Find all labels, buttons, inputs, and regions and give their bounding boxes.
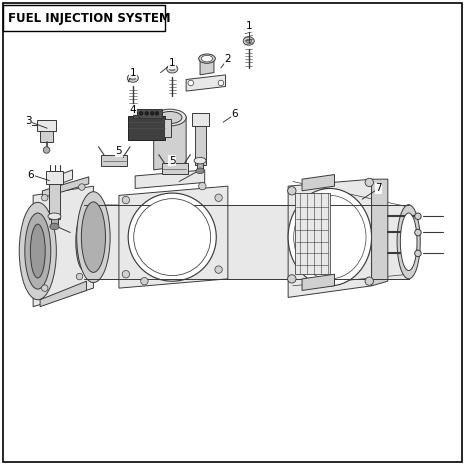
Ellipse shape [218, 80, 224, 86]
Ellipse shape [48, 213, 61, 219]
Ellipse shape [76, 213, 93, 271]
Ellipse shape [365, 277, 373, 286]
Polygon shape [186, 75, 226, 91]
Ellipse shape [288, 188, 372, 286]
Ellipse shape [415, 229, 421, 236]
Polygon shape [302, 174, 334, 191]
Text: 5: 5 [169, 156, 176, 166]
Ellipse shape [151, 112, 154, 115]
Ellipse shape [415, 250, 421, 257]
Text: 1: 1 [246, 21, 252, 31]
Ellipse shape [169, 67, 175, 71]
Ellipse shape [243, 37, 254, 45]
Ellipse shape [199, 54, 215, 63]
Bar [3, 5, 165, 31]
Bar [197, 163, 203, 170]
Bar [40, 120, 53, 142]
Text: 6: 6 [27, 170, 34, 179]
Text: 4: 4 [130, 105, 136, 115]
Ellipse shape [288, 275, 296, 283]
Ellipse shape [25, 213, 51, 289]
Ellipse shape [41, 194, 48, 201]
Bar [161, 163, 187, 174]
Ellipse shape [43, 147, 50, 153]
Polygon shape [33, 186, 93, 307]
Ellipse shape [50, 223, 59, 230]
Ellipse shape [415, 213, 421, 219]
Ellipse shape [77, 192, 110, 283]
Text: 7: 7 [375, 184, 382, 193]
Ellipse shape [201, 55, 213, 62]
Bar [195, 124, 206, 165]
Bar [128, 116, 165, 140]
Bar [84, 205, 409, 279]
Text: FUEL INJECTION SYSTEM: FUEL INJECTION SYSTEM [7, 12, 170, 25]
Bar [46, 171, 63, 184]
Ellipse shape [294, 195, 366, 279]
Ellipse shape [41, 285, 48, 292]
Ellipse shape [215, 266, 222, 273]
Ellipse shape [246, 39, 252, 43]
Bar [49, 181, 60, 219]
Bar [51, 217, 58, 226]
Bar [101, 155, 127, 166]
Ellipse shape [19, 202, 56, 300]
Ellipse shape [134, 199, 211, 276]
Polygon shape [288, 179, 372, 298]
Ellipse shape [73, 205, 96, 279]
Ellipse shape [79, 184, 85, 190]
Ellipse shape [81, 202, 106, 272]
Ellipse shape [166, 65, 178, 73]
Bar [192, 113, 209, 126]
Ellipse shape [155, 112, 159, 115]
Polygon shape [42, 177, 89, 198]
Polygon shape [40, 281, 86, 307]
Ellipse shape [196, 168, 204, 173]
Ellipse shape [145, 112, 149, 115]
Ellipse shape [140, 112, 143, 115]
Bar [37, 120, 56, 131]
Bar [164, 119, 171, 138]
Text: 3: 3 [25, 116, 32, 126]
Ellipse shape [199, 182, 206, 190]
Polygon shape [135, 170, 205, 188]
Text: 2: 2 [225, 53, 231, 64]
Polygon shape [119, 186, 228, 288]
Ellipse shape [288, 186, 296, 195]
Ellipse shape [76, 273, 83, 280]
Ellipse shape [141, 278, 148, 285]
Ellipse shape [158, 112, 182, 124]
Polygon shape [54, 170, 73, 186]
Text: 1: 1 [169, 58, 176, 68]
Text: 6: 6 [232, 109, 238, 120]
Ellipse shape [130, 76, 136, 80]
Ellipse shape [128, 193, 216, 281]
Bar [133, 109, 161, 118]
Ellipse shape [30, 224, 45, 278]
Ellipse shape [154, 109, 186, 126]
Ellipse shape [134, 112, 138, 115]
Ellipse shape [188, 80, 193, 86]
Polygon shape [302, 274, 334, 291]
Ellipse shape [122, 271, 130, 278]
Ellipse shape [397, 205, 420, 279]
Ellipse shape [400, 213, 417, 271]
Ellipse shape [127, 74, 139, 82]
Ellipse shape [215, 194, 222, 201]
Polygon shape [154, 117, 186, 170]
Text: 1: 1 [130, 67, 136, 78]
Ellipse shape [365, 178, 373, 186]
Text: 5: 5 [116, 146, 122, 156]
Bar [295, 193, 330, 274]
Polygon shape [372, 179, 388, 286]
Ellipse shape [122, 196, 130, 204]
Polygon shape [200, 59, 214, 75]
Ellipse shape [194, 157, 206, 164]
